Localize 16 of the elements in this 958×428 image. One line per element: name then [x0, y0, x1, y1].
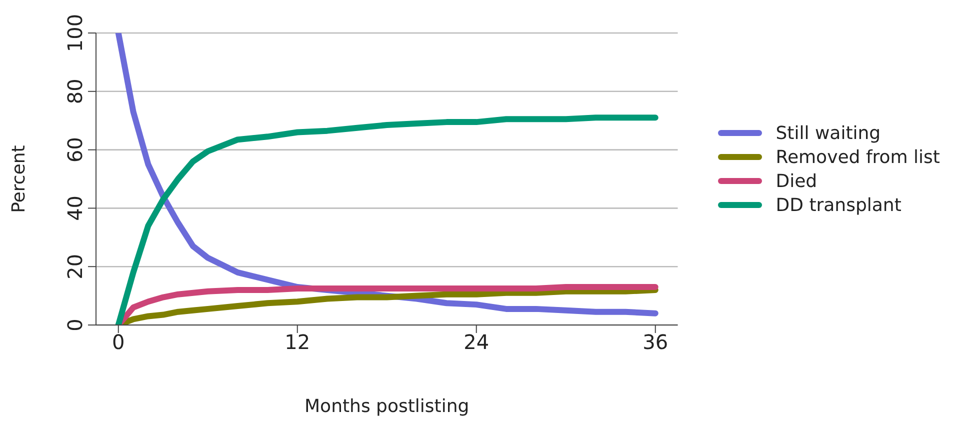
legend-label: DD transplant: [776, 194, 902, 216]
y-tick-label: 100: [63, 14, 87, 52]
y-tick-label: 80: [63, 78, 87, 104]
y-axis-title: Percent: [8, 145, 30, 213]
legend-label: Still waiting: [776, 122, 881, 144]
x-tick-label: 24: [464, 330, 490, 354]
x-tick-label: 36: [642, 330, 668, 354]
y-tick-label: 20: [63, 254, 87, 280]
x-tick-label: 0: [112, 330, 125, 354]
y-tick-label: 0: [63, 318, 87, 332]
legend-label: Died: [776, 170, 818, 192]
x-axis-title: Months postlisting: [304, 396, 470, 417]
y-tick-label: 60: [63, 137, 87, 163]
x-tick-label: 12: [284, 330, 310, 354]
y-tick-label: 40: [63, 195, 87, 221]
legend-label: Removed from list: [776, 146, 940, 168]
